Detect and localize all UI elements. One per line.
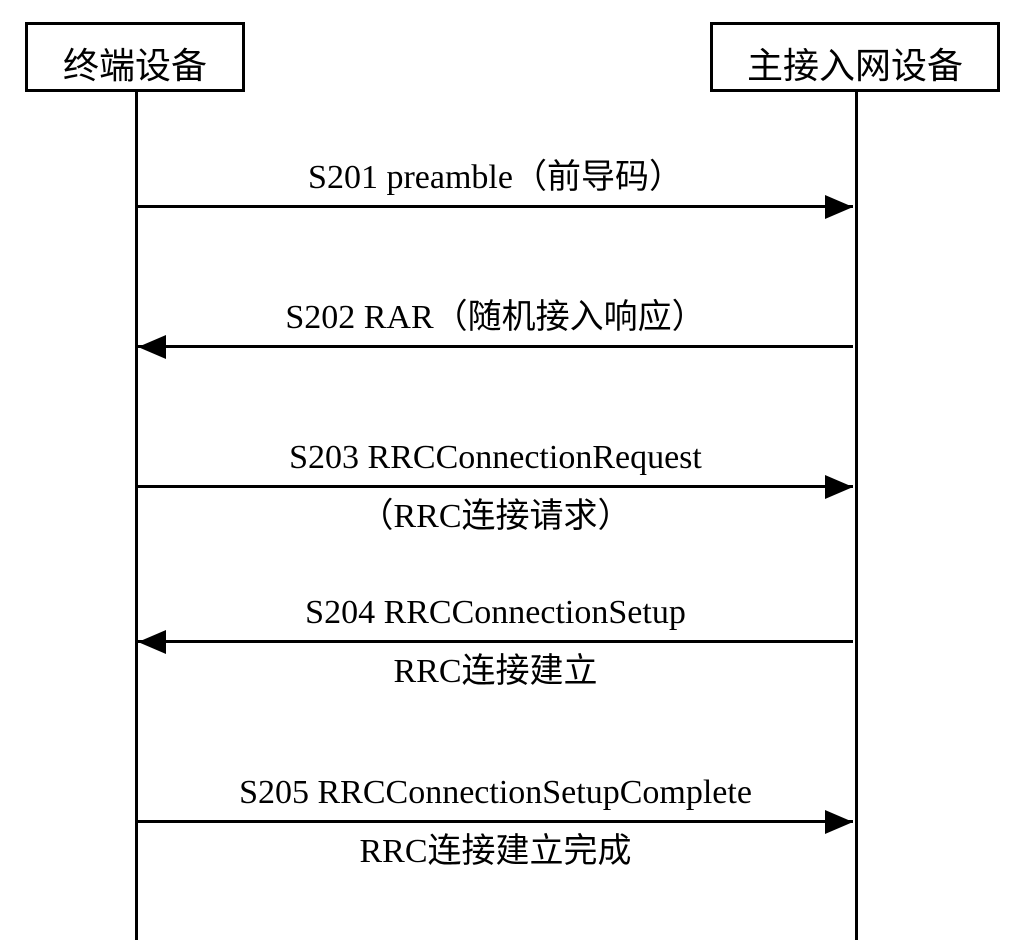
message-label-bottom: RRC连接建立 bbox=[138, 652, 853, 693]
message-arrow bbox=[138, 820, 853, 823]
arrow-head-right-icon bbox=[825, 810, 853, 834]
arrow-head-left-icon bbox=[138, 335, 166, 359]
participant-right-label: 主接入网设备 bbox=[747, 46, 963, 86]
lifeline-right bbox=[855, 92, 858, 940]
participant-left-label: 终端设备 bbox=[63, 46, 207, 86]
message-label-top: S204 RRCConnectionSetup bbox=[138, 593, 853, 634]
message-label-top: S201 preamble（前导码） bbox=[138, 158, 853, 199]
arrow-line bbox=[138, 485, 853, 488]
message-arrow bbox=[138, 485, 853, 488]
message-label-top: S205 RRCConnectionSetupComplete bbox=[138, 773, 853, 814]
participant-right-box: 主接入网设备 bbox=[710, 22, 1000, 92]
message-arrow bbox=[138, 205, 853, 208]
participant-left-box: 终端设备 bbox=[25, 22, 245, 92]
arrow-line bbox=[138, 640, 853, 643]
arrow-head-left-icon bbox=[138, 630, 166, 654]
arrow-line bbox=[138, 205, 853, 208]
arrow-head-right-icon bbox=[825, 195, 853, 219]
message-arrow bbox=[138, 640, 853, 643]
sequence-diagram: 终端设备 主接入网设备 S201 preamble（前导码） S202 RAR（随… bbox=[0, 0, 1021, 950]
message-label-bottom: （RRC连接请求） bbox=[138, 497, 853, 538]
arrow-line bbox=[138, 820, 853, 823]
arrow-line bbox=[138, 345, 853, 348]
message-label-top: S203 RRCConnectionRequest bbox=[138, 438, 853, 479]
message-label-top: S202 RAR（随机接入响应） bbox=[138, 298, 853, 339]
arrow-head-right-icon bbox=[825, 475, 853, 499]
message-label-bottom: RRC连接建立完成 bbox=[138, 832, 853, 873]
message-arrow bbox=[138, 345, 853, 348]
